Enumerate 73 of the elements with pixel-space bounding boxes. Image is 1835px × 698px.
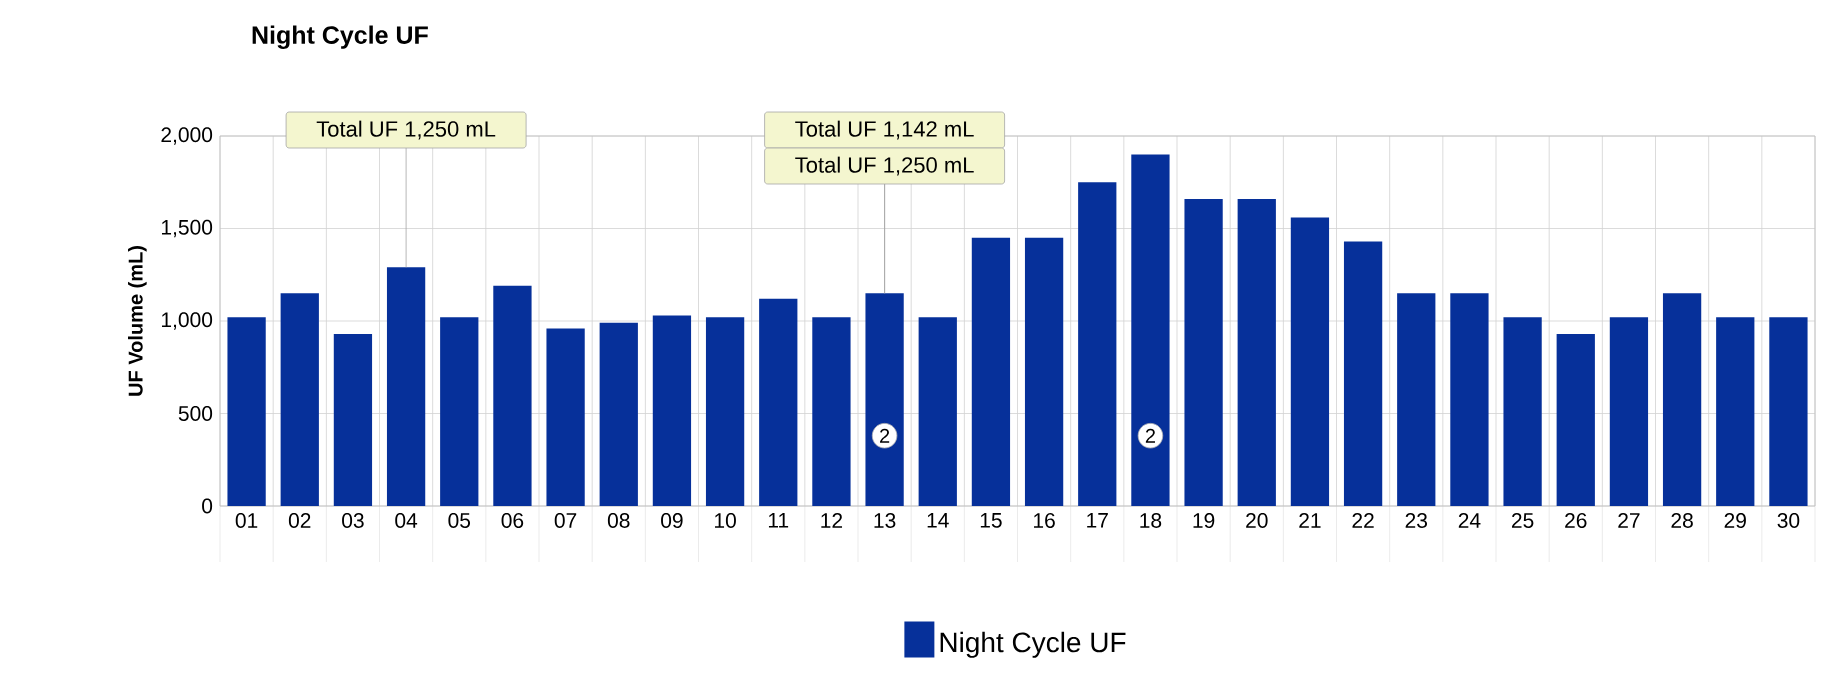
y-tick-label: 0 (202, 498, 213, 514)
bar (1184, 198, 1223, 506)
x-tick-label: 06 (501, 513, 524, 528)
bar (1450, 293, 1489, 506)
bar (1131, 154, 1170, 506)
bar (1769, 317, 1808, 506)
bar (1609, 317, 1649, 506)
x-tick-label: 17 (1087, 513, 1108, 528)
bar (546, 328, 585, 506)
x-tick-label: 12 (821, 513, 843, 528)
x-tick-label: 01 (235, 513, 258, 528)
bar (227, 317, 266, 506)
y-tick-label: 500 (178, 406, 213, 421)
annotation: Total UF 1,250 mL (316, 120, 496, 140)
x-tick-label: 14 (927, 513, 949, 528)
x-tick-label: 28 (1671, 513, 1693, 528)
annotation: Total UF 1,250 mL (795, 156, 974, 176)
bar (918, 317, 957, 506)
x-tick-label: 21 (1299, 513, 1321, 528)
bar (1397, 293, 1436, 506)
y-tick-label: 1,500 (161, 219, 213, 238)
bar (705, 317, 745, 506)
bar (1716, 317, 1755, 506)
annotation: 2 (880, 428, 890, 443)
x-tick-label: 07 (554, 513, 577, 528)
x-tick-label: 16 (1034, 513, 1055, 528)
x-tick-label: 23 (1405, 513, 1428, 528)
x-tick-label: 25 (1511, 513, 1534, 528)
x-tick-label: 27 (1618, 513, 1640, 528)
bar (493, 285, 532, 506)
x-tick-label: 13 (874, 513, 896, 528)
x-tick-label: 20 (1246, 513, 1268, 528)
x-tick-label: 22 (1352, 513, 1374, 528)
bar (1024, 237, 1064, 506)
bar (1078, 182, 1117, 506)
bar (1343, 241, 1383, 506)
chart-title: Night Cycle UF (252, 25, 428, 49)
bar (280, 293, 319, 506)
annotation: 2 (1145, 428, 1155, 443)
bar (652, 315, 692, 506)
bar (1290, 217, 1330, 506)
bar (386, 267, 426, 506)
y-tick-label: 2,000 (161, 127, 213, 145)
annotation: Total UF 1,142 mL (795, 120, 974, 140)
bar (865, 293, 904, 506)
x-tick-label: 29 (1724, 513, 1746, 528)
x-tick-label: 11 (768, 513, 789, 528)
legend-label: Night Cycle UF (940, 631, 1126, 658)
bar (1662, 293, 1702, 506)
bar (440, 317, 479, 506)
bar (1556, 333, 1595, 506)
x-tick-label: 24 (1458, 513, 1481, 528)
y-tick-label: 1,000 (161, 312, 213, 330)
x-tick-label: 26 (1565, 513, 1587, 528)
x-tick-label: 09 (661, 513, 683, 528)
bar (1503, 317, 1542, 506)
bar (333, 333, 373, 506)
x-tick-label: 30 (1777, 513, 1800, 528)
x-tick-label: 02 (288, 513, 311, 528)
x-tick-label: 08 (607, 513, 630, 528)
x-tick-label: 19 (1193, 513, 1215, 528)
bar (971, 237, 1011, 506)
x-tick-label: 04 (395, 513, 418, 528)
bar (812, 317, 851, 506)
x-tick-label: 15 (980, 513, 1002, 528)
y-axis-title: UF Volume (mL) (128, 246, 147, 396)
bar (599, 322, 638, 506)
x-tick-label: 03 (342, 513, 364, 528)
x-tick-label: 18 (1140, 513, 1162, 528)
bar (1237, 198, 1276, 506)
x-tick-label: 10 (715, 513, 736, 528)
bar (759, 298, 798, 506)
x-tick-label: 05 (448, 513, 471, 528)
